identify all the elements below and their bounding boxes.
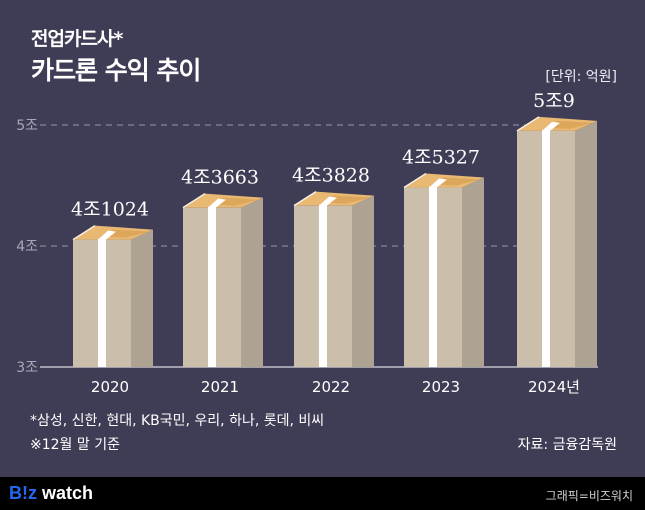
paper-band-top	[542, 121, 560, 131]
bar-side-face	[575, 120, 597, 367]
y-tick-label: 4조	[16, 239, 38, 255]
data-label: 4조3828	[292, 165, 370, 187]
bar-2022: 4조3828 2022	[292, 165, 374, 396]
bar-2021: 4조3663 2021	[181, 167, 263, 396]
bar-side-face	[352, 195, 374, 367]
paper-band-top	[429, 178, 447, 188]
paper-band-front	[429, 186, 437, 367]
paper-band-front	[319, 204, 327, 367]
graphic-credit: 그래픽=비즈워치	[545, 489, 633, 503]
bar-top-edge	[182, 193, 206, 209]
x-tick-label: 2020	[91, 378, 129, 396]
bar-top-edge	[293, 191, 317, 207]
paper-band-front	[98, 238, 106, 367]
bar-top-edge	[403, 172, 427, 189]
x-tick-label: 2021	[201, 378, 239, 396]
chart-title-line2: 카드론 수익 추이	[31, 56, 201, 85]
paper-band-front	[208, 206, 216, 367]
paper-band-front	[542, 129, 550, 367]
unit-label: [단위: 억원]	[545, 69, 617, 85]
paper-band-top	[98, 230, 116, 240]
source-label: 자료: 금융감독원	[517, 437, 617, 453]
footnote-companies: *삼성, 신한, 현대, KB국민, 우리, 하나, 롯데, 비씨	[30, 413, 325, 429]
y-tick-label: 5조	[16, 118, 38, 134]
bar-side-face	[131, 229, 153, 367]
bar-2020: 4조1024 2020	[71, 199, 153, 396]
footer-bar: B!z watch 그래픽=비즈워치	[0, 477, 645, 510]
data-label: 4조5327	[402, 147, 480, 169]
data-label: 4조3663	[181, 167, 259, 189]
x-tick-label: 2022	[312, 378, 350, 396]
bar-2024년: 5조9 2024년	[516, 90, 597, 396]
data-label: 5조9	[533, 90, 575, 112]
footnote-basis: ※12월 말 기준	[30, 437, 120, 453]
bar-chart: 3조 4조 5조 4조1024 2020 4조3663 2021 4조3828 2022 4조53…	[16, 90, 598, 396]
bar-2023: 4조5327 2023	[402, 147, 484, 396]
paper-band-top	[319, 196, 337, 206]
x-tick-label: 2024년	[528, 378, 580, 396]
y-tick-label: 3조	[16, 360, 38, 376]
bar-side-face	[462, 177, 484, 367]
bar-side-face	[241, 197, 263, 367]
x-tick-label: 2023	[422, 378, 460, 396]
bar-top-edge	[72, 224, 96, 241]
data-label: 4조1024	[71, 199, 149, 221]
chart-title-line1: 전업카드사*	[31, 28, 123, 50]
paper-band-top	[208, 198, 226, 208]
bar-top-edge	[516, 116, 540, 132]
bizwatch-logo: B!z watch	[9, 483, 94, 503]
